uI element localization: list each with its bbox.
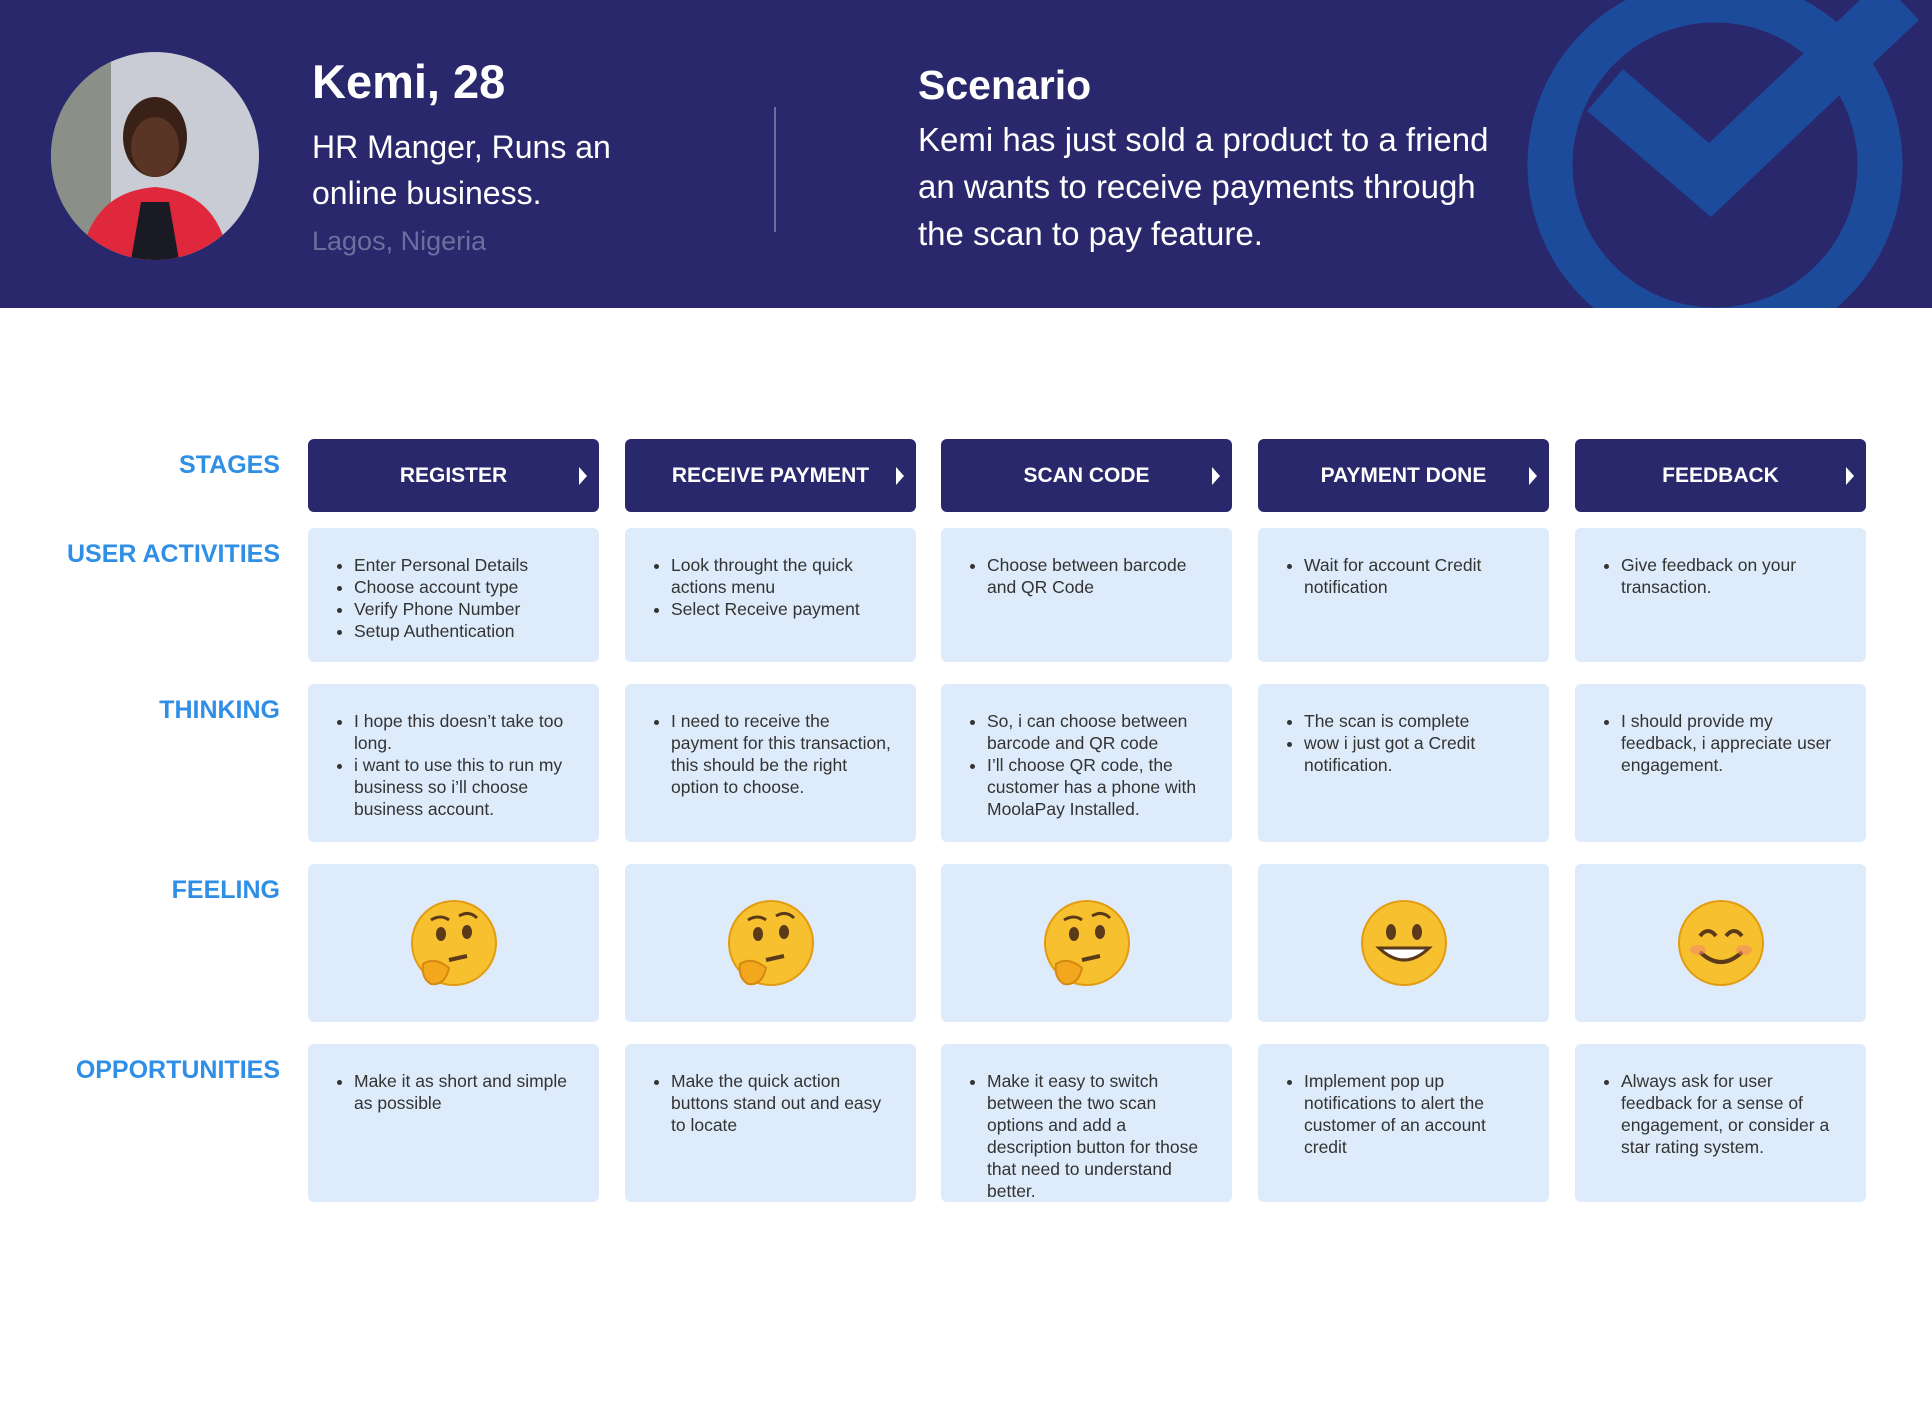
feeling-card [941,864,1232,1022]
user-activities-card: Look throught the quick actions menuSele… [625,528,916,662]
stage-button: RECEIVE PAYMENT [625,439,916,512]
row-label: THINKING [159,696,280,724]
stage-button: FEEDBACK [1575,439,1866,512]
persona-location: Lagos, Nigeria [312,226,487,256]
feeling-emoji [1360,900,1447,986]
bullet-item: Select Receive payment [671,598,896,620]
bullet-list: Implement pop up notifications to alert … [1288,1070,1529,1158]
feeling-emoji [727,900,814,986]
bullet-list: Give feedback on your transaction. [1605,554,1846,598]
user-activities-card: Give feedback on your transaction. [1575,528,1866,662]
persona-role: HR Manger, Runs an online business. [312,129,611,211]
thinking-card: The scan is completewow i just got a Cre… [1258,684,1549,842]
bullet-item: Setup Authentication [354,620,579,642]
row-label: FEELING [171,876,280,904]
user-activities-card: Wait for account Credit notification [1258,528,1549,662]
bullet-list: I hope this doesn’t take too long.i want… [338,710,579,820]
bullet-item: Verify Phone Number [354,598,579,620]
bullet-list: Wait for account Credit notification [1288,554,1529,598]
feeling-emoji [1043,900,1130,986]
opportunities-card: Make it easy to switch between the two s… [941,1044,1232,1202]
bullet-item: I need to receive the payment for this t… [671,710,896,798]
feeling-card [1575,864,1866,1022]
header: Kemi, 28 HR Manger, Runs an online busin… [0,0,1932,308]
opportunities-card: Make the quick action buttons stand out … [625,1044,916,1202]
bullet-list: Make it easy to switch between the two s… [971,1070,1212,1202]
bullet-item: The scan is complete [1304,710,1529,732]
bullet-item: Enter Personal Details [354,554,579,576]
stage-button: PAYMENT DONE [1258,439,1549,512]
user-activities-card: Choose between barcode and QR Code [941,528,1232,662]
bullet-item: I should provide my feedback, i apprecia… [1621,710,1846,776]
feeling-card [308,864,599,1022]
bullet-list: Make it as short and simple as possible [338,1070,579,1114]
opportunities-card: Always ask for user feedback for a sense… [1575,1044,1866,1202]
bullet-list: I need to receive the payment for this t… [655,710,896,798]
scenario-text: Kemi has just sold a product to a friend… [918,121,1489,252]
row-label: STAGES [179,451,280,479]
bullet-list: I should provide my feedback, i apprecia… [1605,710,1846,776]
opportunities-card: Make it as short and simple as possible [308,1044,599,1202]
bullet-list: The scan is completewow i just got a Cre… [1288,710,1529,776]
arrow-icon [1846,467,1854,485]
bullet-item: Look throught the quick actions menu [671,554,896,598]
user-activities-card: Enter Personal DetailsChoose account typ… [308,528,599,662]
bullet-list: Make the quick action buttons stand out … [655,1070,896,1136]
thinking-card: I hope this doesn’t take too long.i want… [308,684,599,842]
thinking-card: I need to receive the payment for this t… [625,684,916,842]
row-label: USER ACTIVITIES [67,540,280,568]
arrow-icon [1212,467,1220,485]
feeling-card [625,864,916,1022]
bullet-list: Look throught the quick actions menuSele… [655,554,896,620]
divider [774,107,776,232]
bullet-item: Implement pop up notifications to alert … [1304,1070,1529,1158]
bullet-list: Always ask for user feedback for a sense… [1605,1070,1846,1158]
bullet-item: wow i just got a Credit notification. [1304,732,1529,776]
bullet-item: So, i can choose between barcode and QR … [987,710,1212,754]
bullet-item: Make it as short and simple as possible [354,1070,579,1114]
bullet-item: Give feedback on your transaction. [1621,554,1846,598]
arrow-icon [1529,467,1537,485]
persona-name: Kemi, 28 [312,55,506,108]
opportunities-card: Implement pop up notifications to alert … [1258,1044,1549,1202]
bullet-list: So, i can choose between barcode and QR … [971,710,1212,820]
arrow-icon [579,467,587,485]
bullet-list: Choose between barcode and QR Code [971,554,1212,598]
arrow-icon [896,467,904,485]
stage-button: REGISTER [308,439,599,512]
scenario-title: Scenario [918,62,1092,108]
bullet-item: Choose between barcode and QR Code [987,554,1212,598]
feeling-emoji [1677,900,1764,986]
bullet-list: Enter Personal DetailsChoose account typ… [338,554,579,642]
bullet-item: i want to use this to run my business so… [354,754,579,820]
feeling-emoji [410,900,497,986]
bullet-item: Always ask for user feedback for a sense… [1621,1070,1846,1158]
bullet-item: Wait for account Credit notification [1304,554,1529,598]
bullet-item: Choose account type [354,576,579,598]
row-label: OPPORTUNITIES [75,1056,280,1084]
thinking-card: So, i can choose between barcode and QR … [941,684,1232,842]
bullet-item: Make the quick action buttons stand out … [671,1070,896,1136]
bullet-item: Make it easy to switch between the two s… [987,1070,1212,1202]
bullet-item: I’ll choose QR code, the customer has a … [987,754,1212,820]
logo-decoration [1527,0,1919,308]
stage-button: SCAN CODE [941,439,1232,512]
feeling-card [1258,864,1549,1022]
thinking-card: I should provide my feedback, i apprecia… [1575,684,1866,842]
avatar [51,52,259,260]
bullet-item: I hope this doesn’t take too long. [354,710,579,754]
